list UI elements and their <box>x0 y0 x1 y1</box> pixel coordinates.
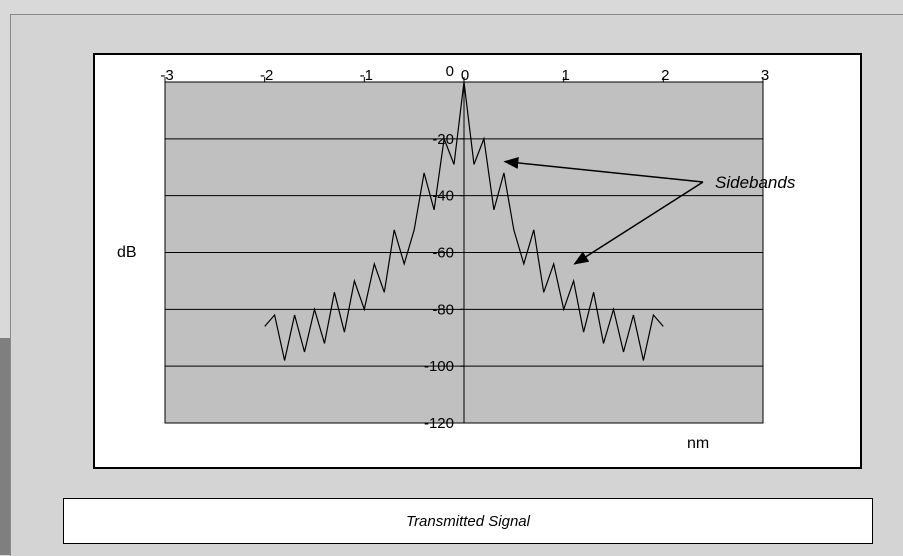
caption-text: Transmitted Signal <box>406 512 530 530</box>
x-axis-label: nm <box>687 435 709 452</box>
annotation-arrow <box>503 156 704 183</box>
x-tick-label: 0 <box>461 67 469 84</box>
x-tick-label: 3 <box>761 67 769 84</box>
y-tick-label: -80 <box>432 301 454 318</box>
y-tick-label: -40 <box>432 188 454 205</box>
x-tick-label: 1 <box>561 67 569 84</box>
y-axis-label: dB <box>117 244 137 261</box>
y-tick-label: 0 <box>446 63 454 80</box>
y-tick-label: -20 <box>432 131 454 148</box>
x-tick-label: -1 <box>360 67 373 84</box>
y-tick-label: -120 <box>424 415 454 432</box>
x-tick-label: -2 <box>260 67 273 84</box>
caption-box: Transmitted Signal <box>63 498 873 544</box>
annotation-label: Sidebands <box>715 173 796 192</box>
y-tick-label: -60 <box>432 245 454 262</box>
series-line <box>264 81 664 361</box>
x-tick-label: 2 <box>661 67 669 84</box>
chart-box: -3 -2 -1 0 1 2 3 0 -20 -40 -60 -80 -100 -120 dB nm Sideb… <box>93 53 862 469</box>
edge-strip <box>0 338 10 555</box>
y-tick-label: -100 <box>424 358 454 375</box>
annotation-arrow <box>573 181 704 265</box>
chart-svg: -3 -2 -1 0 1 2 3 0 -20 -40 -60 -80 -100 -120 dB nm Sideb… <box>117 63 796 452</box>
x-tick-label: -3 <box>160 67 173 84</box>
